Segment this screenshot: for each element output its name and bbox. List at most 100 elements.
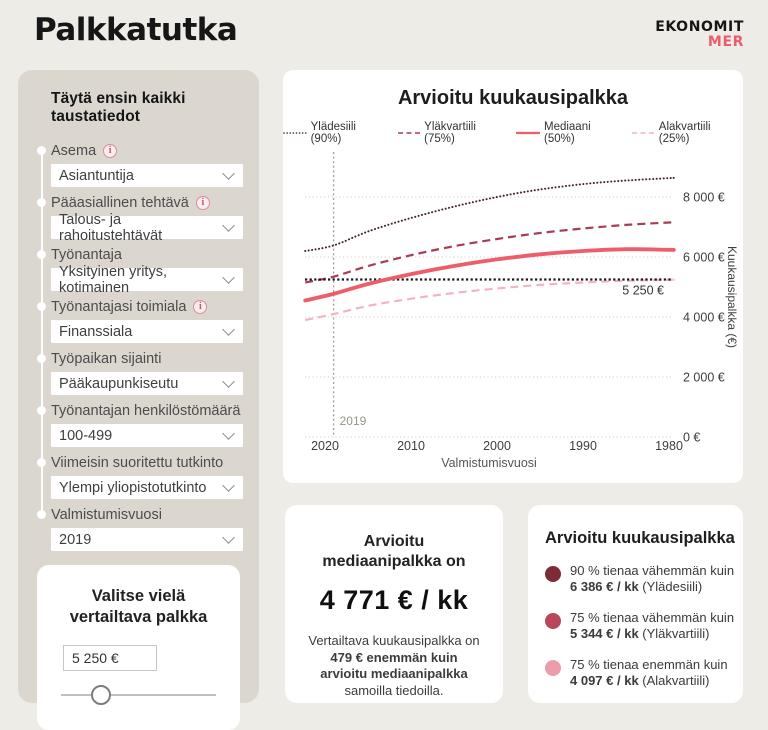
step-dot [37,302,46,311]
x-tick-label: 1990 [569,439,597,453]
logo-line-1: EKONOMIT [655,19,744,35]
step-dot [37,354,46,363]
series-solid [303,247,676,303]
y-axis-title: Kuukausipalkka (€) [725,246,739,348]
select-tyonantajasi-toimiala[interactable]: Finanssiala [51,320,243,343]
step-dot [37,250,46,259]
sidebar-field-tyonantaja: Työnantaja Yksityinen yritys, kotimainen [37,245,243,296]
note-line: 479 € enemmän kuin [330,649,458,665]
field-label: Työpaikan sijainti [51,350,162,367]
series-dashed [304,221,675,284]
median-card-title: Arvioitu mediaanipalkka on [322,533,466,570]
chevron-down-icon [222,426,235,440]
y-tick-label: 4 000 € [683,311,725,325]
field-label: Valmistumisvuosi [51,506,162,523]
sidebar-field-tyonantajasi-toimiala: Työnantajasi toimiala i Finanssiala [37,297,243,343]
compare-salary-title: Valitse vielä vertailtava palkka [69,587,208,626]
background-form-panel: Täytä ensin kaikki taustatiedot Asema i … [18,70,259,730]
percentile-item: 75 % tienaa vähemmän kuin 5 344 € / kk (… [545,610,735,642]
select-asema[interactable]: Asiantuntija [51,164,243,187]
chevron-down-icon [222,478,235,492]
chevron-down-icon [222,530,235,544]
form-fields: Asema i Asiantuntija Pääasiallinen tehtä… [37,141,243,551]
note-line: samoilla tiedoilla. [344,682,444,698]
field-label: Viimeisin suoritettu tutkinto [51,454,224,471]
field-label: Työnantajasi toimiala [51,298,187,315]
slider-track[interactable] [61,694,216,696]
step-dot [37,198,46,207]
percentile-text: 75 % tienaa enemmän kuin 4 097 € / kk (A… [570,657,728,688]
x-tick-label: 2010 [397,439,425,453]
compare-salary-input[interactable] [63,645,157,671]
info-icon[interactable]: i [193,299,208,314]
sidebar-field-viimeisin-suoritettu-tutkinto: Viimeisin suoritettu tutkinto Ylempi yli… [37,453,243,499]
series-dotted [304,176,675,252]
vertical-marker-label: 2019 [340,414,367,428]
select-tyonantaja[interactable]: Yksityinen yritys, kotimainen [51,264,243,296]
legend-item[interactable]: Ylädesiili (90%) [283,121,389,145]
legend-label: Mediaani (50%) [543,121,591,145]
salary-line-chart: 0 € 2 000 € 4 000 € 6 000 € 8 000 € 2019 5 250… [303,152,739,470]
field-select-value: Talous- ja rahoitustehtävät [59,211,163,244]
summary-card-title: Arvioitu kuukausipalkka [545,529,735,547]
field-select-value: Asiantuntija [59,167,134,184]
field-select-value: Pääkaupunkiseutu [59,375,179,392]
percentile-item: 90 % tienaa vähemmän kuin 6 386 € / kk (… [545,563,735,595]
x-axis-title: Valmistumisvuosi [441,456,537,470]
step-dot [37,406,46,415]
chevron-down-icon [222,374,235,388]
x-tick-label: 1980 [655,439,683,453]
series-dashed [304,278,675,322]
select-viimeisin-suoritettu-tutkinto[interactable]: Ylempi yliopistotutkinto [51,476,243,499]
ekonomit-logo: EKONOMIT MER [655,20,744,50]
step-rail [40,150,43,518]
legend-item[interactable]: Yläkvartiili (75%) [397,121,509,145]
percentile-text: 90 % tienaa vähemmän kuin 6 386 € / kk (… [570,563,735,594]
select-tyonantajan-henkilostomaara[interactable]: 100-499 [51,424,243,447]
y-tick-label: 8 000 € [683,191,725,205]
step-dot [37,510,46,519]
field-select-value: Finanssiala [59,323,133,340]
reference-line-label: 5 250 € [622,284,664,298]
percentile-dot-icon [545,660,561,676]
select-paaasiallinen-tehtava[interactable]: Talous- ja rahoitustehtävät [51,212,243,244]
info-icon[interactable]: i [195,195,210,210]
field-select-value: 2019 [59,531,92,548]
sidebar-field-paaasiallinen-tehtava: Pääasiallinen tehtävä i Talous- ja rahoi… [37,193,243,244]
percentile-dot-icon [545,613,561,629]
note-line: Vertailtava kuukausipalkka on [308,633,480,648]
summary-items: 90 % tienaa vähemmän kuin 6 386 € / kk (… [545,563,735,689]
sidebar-field-tyopaikan-sijainti: Työpaikan sijainti Pääkaupunkiseutu [37,349,243,395]
legend-item[interactable]: Mediaani (50%) [516,121,623,145]
form-panel-title: Täytä ensin kaikki taustatiedot [51,90,186,125]
field-label: Pääasiallinen tehtävä [51,194,189,211]
legend-label: Ylädesiili (90%) [310,121,356,145]
legend-label: Yläkvartiili (75%) [424,121,476,145]
percentile-item: 75 % tienaa enemmän kuin 4 097 € / kk (A… [545,657,735,689]
field-label: Asema [51,142,97,159]
chevron-down-icon [222,218,235,232]
step-dot [37,458,46,467]
chevron-down-icon [222,166,235,180]
logo-line-2: MER [707,34,744,50]
note-line: arvioitu mediaanipalkka [320,666,468,681]
field-label: Työnantaja [51,246,122,263]
legend-item[interactable]: Alakvartiili (25%) [631,121,743,145]
salary-slider [61,684,216,706]
slider-handle[interactable] [91,685,112,705]
select-tyopaikan-sijainti[interactable]: Pääkaupunkiseutu [51,372,243,395]
y-tick-label: 0 € [683,431,700,445]
legend-label: Alakvartiili (25%) [658,121,711,145]
y-tick-label: 2 000 € [683,371,725,385]
median-salary-card: Arvioitu mediaanipalkka on 4 771 € / kk … [285,505,503,703]
chart-legend: Ylädesiili (90%) Yläkvartiili (75%) Mediaa… [283,121,743,145]
info-icon[interactable]: i [103,143,118,158]
compare-salary-card: Valitse vielä vertailtava palkka [37,565,240,730]
sidebar-field-tyonantajan-henkilostomaara: Työnantajan henkilöstömäärä 100-499 [37,401,243,447]
field-label: Työnantajan henkilöstömäärä [51,402,241,419]
chevron-down-icon [222,322,235,336]
chevron-down-icon [222,270,235,284]
field-select-value: Ylempi yliopistotutkinto [59,479,207,496]
sidebar-field-asema: Asema i Asiantuntija [37,141,243,187]
select-valmistumisvuosi[interactable]: 2019 [51,528,243,551]
